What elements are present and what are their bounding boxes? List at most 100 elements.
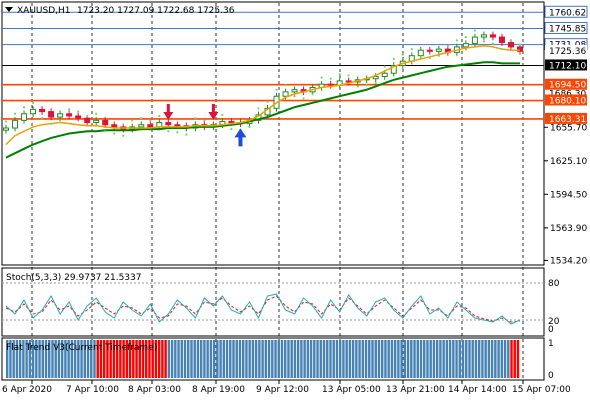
sar-dot — [167, 130, 170, 133]
flat-trend-bar — [448, 340, 452, 378]
sar-dot — [482, 40, 486, 43]
price-label-box — [545, 44, 587, 56]
flat-trend-bar — [500, 340, 504, 378]
price-label-text: 1760.62 — [549, 8, 586, 18]
sar-dot — [40, 117, 44, 120]
flat-trend-bar — [335, 340, 339, 378]
flat-trend-bar — [219, 340, 222, 378]
flat-trend-bar — [494, 340, 497, 378]
flat-trend-bar — [248, 340, 251, 378]
flat-trend-bar — [48, 340, 51, 378]
flat-trend-bar — [267, 340, 271, 378]
flat-trend-bar — [452, 340, 455, 378]
sar-dot — [158, 114, 161, 118]
flat-trend-bar — [157, 340, 161, 378]
flat-trend-bar — [413, 340, 416, 378]
flat-trend-bar — [12, 340, 15, 378]
flat-trend-bar — [229, 340, 232, 378]
flat-trend-bar — [115, 340, 119, 378]
flat-trend-bar — [351, 340, 355, 378]
sar-dot — [374, 81, 377, 85]
sar-dot — [185, 133, 188, 136]
price-label-orange: 1694.50 — [545, 78, 587, 91]
flat-trend-bar — [164, 340, 167, 378]
flat-trend-bar — [316, 340, 319, 378]
candle-body — [489, 34, 496, 38]
chart-header[interactable]: XAUUSD,H1 1723.20 1727.09 1722.68 1725.3… — [5, 6, 235, 16]
flat-trend-bar — [435, 340, 439, 378]
time-tick-label: 6 Apr 2020 — [2, 385, 52, 395]
flat-trend-bar — [251, 340, 255, 378]
sar-dot — [410, 48, 413, 51]
flat-trend-bar — [261, 340, 264, 378]
flat-trend-bar — [380, 340, 384, 378]
flat-trend-bar — [442, 340, 445, 378]
flat-trend-bars — [6, 340, 520, 378]
price-tick-label: 1655.70 — [550, 123, 587, 133]
flat-trend-bar — [484, 340, 487, 378]
flat-trend-bar — [419, 340, 423, 378]
flat-trend-bar — [212, 340, 216, 378]
flat-trend-bar — [112, 340, 116, 378]
price-label-text: 1745.85 — [549, 24, 586, 34]
flat-trend-bar — [284, 340, 287, 378]
flat-trend-bar — [329, 340, 332, 378]
flat-trend-label: Flat Trend V3(Current Timeframe) — [6, 343, 157, 353]
flat-trend-bar — [455, 340, 458, 378]
flat-trend-bar — [99, 340, 103, 378]
flat-trend-bar — [44, 340, 48, 378]
arrow-up-icon — [234, 128, 247, 147]
flat-trend-bar — [497, 340, 500, 378]
flat-trend-bar — [209, 340, 213, 378]
flat-trend-bar — [167, 340, 171, 378]
sar-dot — [22, 106, 26, 109]
sar-dot — [221, 113, 224, 116]
flat-trend-bar — [138, 340, 141, 378]
flat-trend-bar — [196, 340, 200, 378]
flat-trend-bar — [254, 340, 258, 378]
flat-trend-bar — [264, 340, 268, 378]
price-label-orange: 1663.31 — [545, 112, 587, 125]
price-label-box — [545, 78, 587, 90]
candle-body — [471, 36, 478, 45]
sar-dot — [500, 48, 504, 51]
flat-trend-bar — [322, 340, 326, 378]
triangle-down-icon[interactable] — [5, 7, 13, 12]
candle-body — [507, 42, 514, 48]
flat-trend-bar — [481, 340, 484, 378]
flat-trend-bar — [161, 340, 164, 378]
price-label-box — [545, 112, 587, 124]
sar-dot — [77, 110, 80, 113]
flat-trend-bar — [477, 340, 481, 378]
candle-body — [12, 119, 19, 129]
flat-trend-bar — [487, 340, 491, 378]
candle-body — [390, 65, 397, 74]
sar-dot — [248, 125, 251, 129]
sar-dot — [392, 57, 395, 61]
sar-dot — [518, 43, 522, 46]
candle-body — [138, 124, 145, 128]
flat-trend-bar — [468, 340, 471, 378]
sar-dot — [194, 117, 197, 120]
time-tick-label: 7 Apr 10:00 — [66, 385, 119, 395]
symbol-label: XAUUSD,H1 — [17, 6, 71, 16]
sar-dot — [491, 42, 495, 45]
sar-dot — [266, 100, 269, 103]
flat-trend-bar — [238, 340, 242, 378]
flat-trend-bar — [38, 340, 41, 378]
flat-trend-bar — [35, 340, 38, 378]
ohlc-label: 1723.20 1727.09 1722.68 1725.36 — [77, 6, 235, 16]
candle-body — [480, 34, 487, 38]
price-tick-label: 1625.10 — [550, 157, 587, 167]
candle-body — [426, 49, 433, 52]
flat-trend-bar — [471, 340, 474, 378]
candle-body — [228, 120, 235, 124]
stoch-level-0: 0 — [548, 325, 554, 335]
flat-trend-bar — [309, 340, 313, 378]
flat-trend-bar — [445, 340, 449, 378]
flat-trend-bar — [403, 340, 407, 378]
candle-body — [517, 46, 523, 52]
time-tick-label: 8 Apr 19:00 — [192, 385, 245, 395]
sar-dot — [49, 122, 53, 125]
